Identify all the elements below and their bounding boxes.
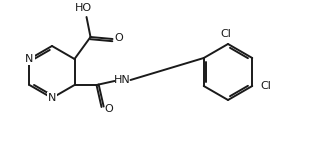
Text: Cl: Cl [261,81,272,91]
Text: Cl: Cl [220,29,231,39]
Text: O: O [114,33,123,43]
Text: N: N [25,54,34,64]
Text: N: N [48,93,56,103]
Text: HN: HN [114,75,131,85]
Text: HO: HO [75,3,92,13]
Text: O: O [104,104,113,114]
